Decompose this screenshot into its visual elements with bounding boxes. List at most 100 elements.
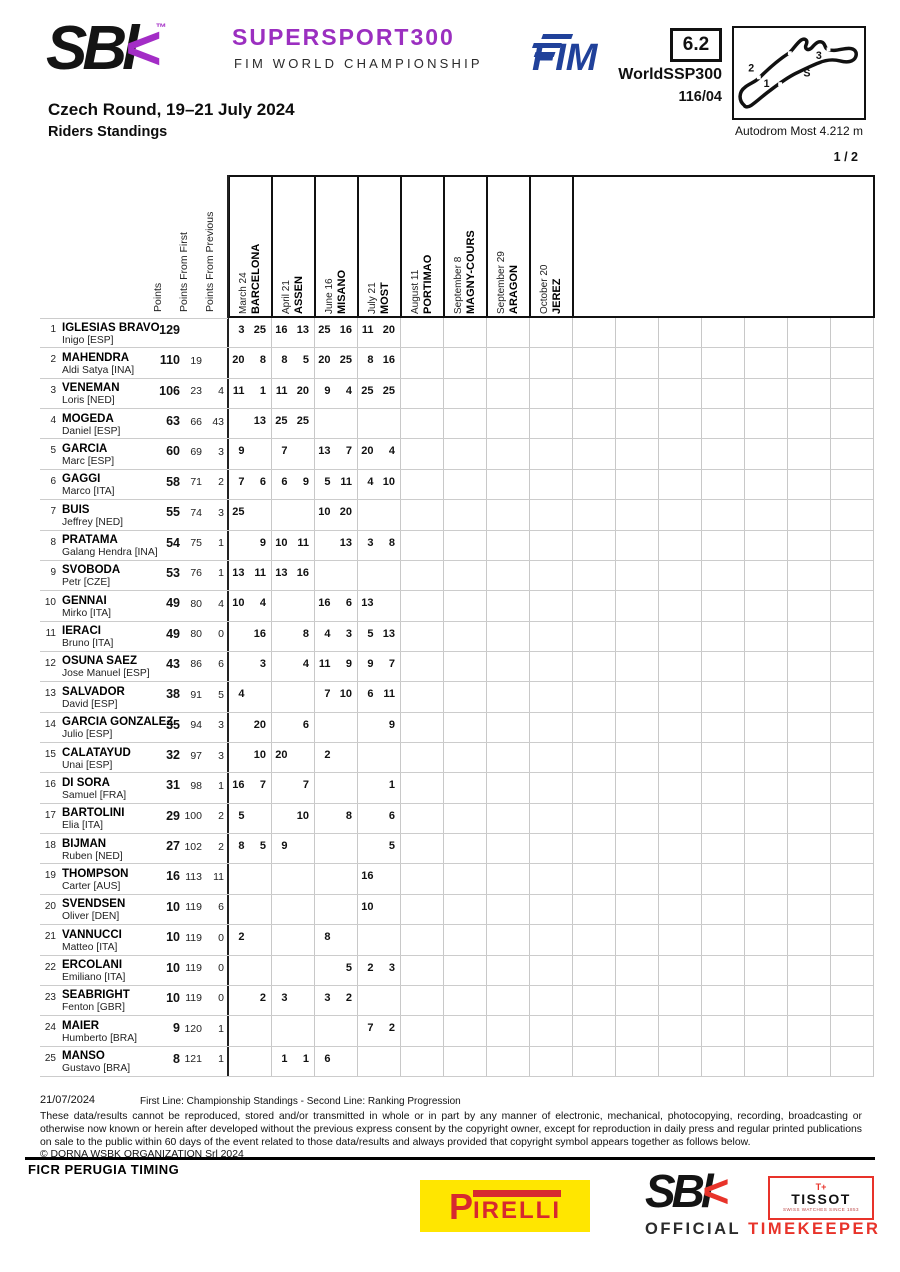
grid-line [314, 318, 315, 1077]
rider-surname: MANSO [62, 1050, 105, 1063]
round-date: September 29 [496, 251, 507, 314]
race-points-cell: 6 [324, 1052, 331, 1065]
sbk-logo: SBl<™ [46, 18, 167, 80]
rider-position: 13 [44, 688, 56, 700]
round-venue: ARAGON [508, 265, 520, 314]
rider-row: 24 MAIER Humberto [BRA] 9 120 1 7 2 [40, 1016, 873, 1047]
rider-firstname-nat: Jeffrey [NED] [62, 516, 124, 528]
rider-points: 35 [166, 717, 180, 732]
rider-position: 16 [44, 779, 56, 791]
grid-line [744, 318, 745, 1077]
rider-firstname-nat: Jose Manuel [ESP] [62, 668, 150, 680]
race-points-cell: 9 [367, 657, 374, 670]
race-points-cell: 11 [340, 475, 352, 488]
rider-points: 58 [166, 474, 180, 489]
rider-firstname-nat: Petr [CZE] [62, 577, 111, 589]
points-from-first: 66 [190, 415, 202, 428]
document-title: Riders Standings [48, 124, 168, 140]
track-sector-2-label: 2 [748, 63, 754, 75]
rider-position: 15 [44, 749, 56, 761]
rider-position: 4 [50, 415, 56, 427]
race-points-cell: 8 [238, 840, 245, 853]
rider-row: 6 GAGGI Marco [ITA] 58 71 2 7 6 6 9 5 11 4 10 [40, 470, 873, 501]
race-points-cell: 9 [345, 657, 352, 670]
race-points-cell: 8 [324, 931, 331, 944]
points-from-first: 80 [190, 628, 202, 641]
rider-firstname-nat: Carter [AUS] [62, 880, 121, 892]
rider-position: 22 [44, 961, 56, 973]
track-sector-3-label: 3 [816, 50, 822, 62]
round-date: April 21 [281, 280, 292, 314]
rider-row: 20 SVENDSEN Oliver [DEN] 10 119 6 10 [40, 895, 873, 926]
rider-points: 29 [166, 808, 180, 823]
round-header-label: September 29 ARAGON [496, 186, 521, 314]
rider-surname: SVOBODA [62, 564, 121, 577]
race-points-cell: 13 [318, 445, 331, 458]
series-title: SUPERSPORT300 [232, 24, 455, 50]
points-from-first: 119 [185, 901, 202, 914]
pirelli-logo: P IRELLI [420, 1180, 590, 1232]
race-points-cell: 5 [367, 627, 374, 640]
points-from-first: 94 [190, 719, 202, 732]
sbk-bottom-arrow: < [701, 1165, 729, 1217]
rider-firstname-nat: Aldi Satya [INA] [62, 364, 135, 376]
round-date: October 20 [539, 264, 550, 314]
points-from-first: 23 [190, 385, 202, 398]
race-points-cell: 3 [281, 991, 288, 1004]
rider-position: 20 [44, 900, 56, 912]
rider-surname: IERACI [62, 625, 101, 638]
grid-line [658, 318, 659, 1077]
race-points-cell: 13 [296, 324, 309, 336]
round-header-barcelona: March 24 BARCELONA [228, 175, 273, 318]
grid-line [873, 318, 874, 1077]
race-points-cell: 20 [275, 749, 288, 762]
event-title: Czech Round, 19–21 July 2024 [48, 100, 295, 119]
points-from-previous: 1 [218, 779, 224, 792]
race-points-cell: 11 [275, 384, 288, 397]
rider-points: 110 [159, 353, 180, 368]
rider-points: 54 [166, 535, 180, 550]
track-sector-1-label: 1 [764, 78, 770, 90]
race-points-cell: 9 [259, 536, 266, 549]
rider-position: 6 [50, 475, 56, 487]
rider-firstname-nat: Julio [ESP] [62, 729, 113, 741]
points-from-previous: 3 [218, 506, 224, 519]
points-from-previous: 1 [218, 1022, 224, 1035]
rider-points: 49 [166, 626, 180, 641]
rider-row: 19 THOMPSON Carter [AUS] 16 113 11 16 [40, 864, 873, 895]
rider-surname: BIJMAN [62, 837, 107, 850]
rider-points: 55 [166, 505, 180, 520]
round-header-label: April 21 ASSEN [281, 186, 306, 314]
fim-logo: FIM [531, 34, 599, 78]
rider-row: 15 CALATAYUD Unai [ESP] 32 97 3 10 20 2 [40, 743, 873, 774]
rider-row: 16 DI SORA Samuel [FRA] 31 98 1 16 7 7 1 [40, 773, 873, 804]
points-from-previous: 2 [218, 810, 224, 823]
rider-firstname-nat: Loris [NED] [62, 395, 115, 407]
race-points-cell: 16 [296, 566, 309, 579]
race-points-cell: 2 [345, 991, 352, 1004]
race-points-cell: 20 [361, 445, 374, 458]
round-venue: ASSEN [293, 276, 305, 314]
round-venue: MOST [379, 282, 391, 314]
race-points-cell: 6 [345, 597, 352, 610]
round-header-label: September 8 MAGNY-COURS [453, 186, 478, 314]
race-points-cell: 2 [388, 1022, 395, 1035]
race-points-cell: 10 [361, 900, 374, 913]
rider-points: 16 [166, 869, 180, 884]
rider-position: 8 [50, 536, 56, 548]
rider-points: 27 [166, 839, 180, 854]
round-header-label: March 24 BARCELONA [238, 186, 263, 314]
race-points-cell: 4 [324, 627, 331, 640]
race-points-cell: 3 [238, 324, 245, 336]
race-points-cell: 8 [388, 536, 395, 549]
trademark-symbol: ™ [155, 22, 167, 34]
race-points-cell: 5 [324, 475, 331, 488]
timekeeper-label: TIMEKEEPER [748, 1220, 881, 1238]
rider-surname: GARCIA [62, 442, 108, 455]
empty-header-box [572, 175, 875, 318]
rider-points: 10 [166, 930, 180, 945]
race-points-cell: 5 [302, 354, 309, 367]
race-points-cell: 7 [259, 779, 266, 792]
race-points-cell: 9 [281, 840, 288, 853]
